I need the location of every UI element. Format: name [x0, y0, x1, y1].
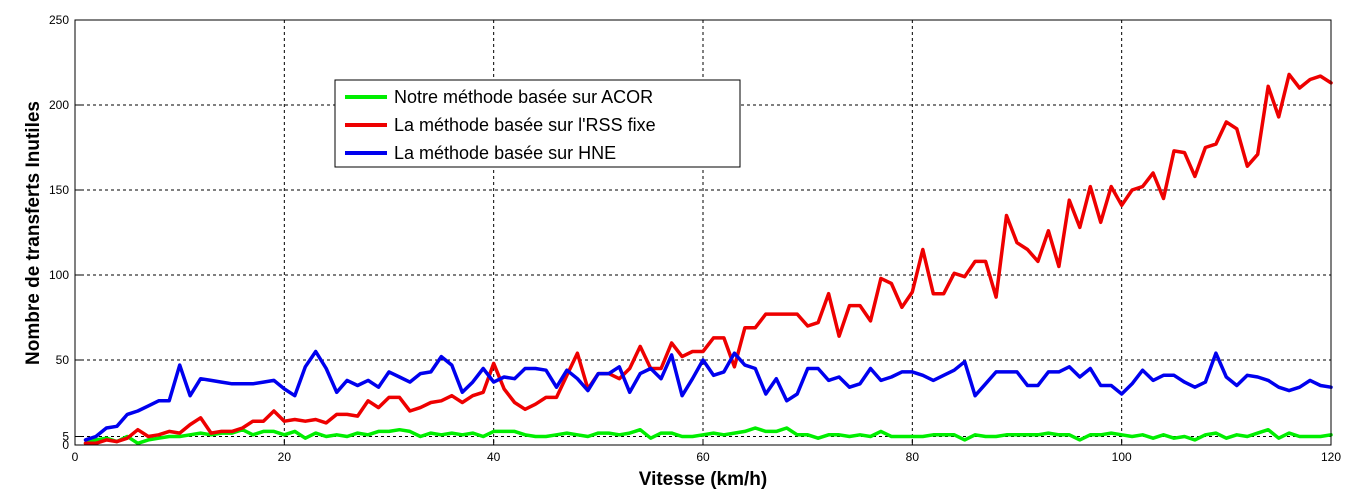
legend: Notre méthode basée sur ACOR La méthode …	[334, 79, 741, 168]
x-tick-label: 40	[487, 450, 501, 464]
x-tick-label: 80	[906, 450, 920, 464]
series-line-3	[83, 349, 1333, 442]
x-axis-ticks: 0 20 40 60 80 100 120	[72, 439, 1341, 464]
legend-label-rss: La méthode basée sur l'RSS fixe	[394, 115, 656, 135]
x-tick-label: 100	[1112, 450, 1132, 464]
x-tick-label: 60	[696, 450, 710, 464]
x-tick-label: 120	[1321, 450, 1341, 464]
y-tick-label: 200	[49, 98, 69, 112]
y-tick-label: 50	[56, 353, 70, 367]
legend-label-acor: Notre méthode basée sur ACOR	[394, 87, 653, 107]
y-axis-label: Nombre de transferts Inutiles	[23, 101, 44, 365]
y-tick-label: 250	[49, 13, 69, 27]
y-tick-label: 150	[49, 183, 69, 197]
series-line-2	[83, 72, 1333, 446]
legend-label-hne: La méthode basée sur HNE	[394, 143, 616, 163]
x-axis-label: Vitesse (km/h)	[639, 469, 767, 490]
x-tick-label: 0	[72, 450, 79, 464]
y-tick-label: 5	[62, 430, 69, 444]
y-tick-label: 0	[62, 438, 69, 452]
y-tick-label: 100	[49, 268, 69, 282]
x-tick-label: 20	[278, 450, 292, 464]
legend-box	[334, 79, 741, 168]
series-lines	[83, 72, 1333, 446]
y-axis-ticks: 05 50 100 150 200 250	[49, 13, 81, 452]
series-line-1	[83, 426, 1333, 446]
